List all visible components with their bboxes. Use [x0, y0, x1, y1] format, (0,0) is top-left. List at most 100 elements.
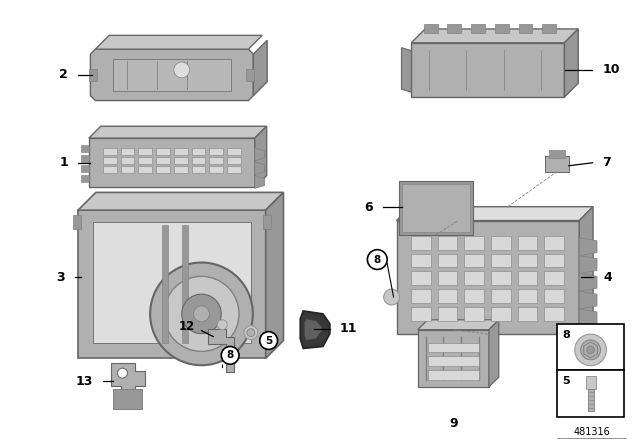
- Circle shape: [150, 263, 253, 365]
- Bar: [491, 271, 511, 285]
- Bar: [120, 157, 134, 164]
- Circle shape: [182, 294, 221, 334]
- Polygon shape: [579, 238, 597, 256]
- Bar: [491, 307, 511, 321]
- Bar: [518, 24, 532, 33]
- Bar: [174, 166, 188, 172]
- Bar: [227, 166, 241, 172]
- Circle shape: [193, 306, 209, 322]
- Circle shape: [367, 250, 387, 269]
- Bar: [557, 324, 624, 370]
- Text: 3: 3: [56, 271, 65, 284]
- Bar: [227, 148, 241, 155]
- Text: 5: 5: [265, 336, 272, 345]
- Bar: [227, 157, 241, 164]
- Text: 10: 10: [602, 64, 620, 77]
- Text: 5: 5: [562, 376, 570, 386]
- Bar: [438, 236, 457, 250]
- Text: 8: 8: [374, 254, 381, 265]
- Bar: [544, 254, 564, 267]
- Text: 7: 7: [602, 156, 611, 169]
- Bar: [120, 166, 134, 172]
- Polygon shape: [584, 342, 598, 358]
- Polygon shape: [304, 319, 322, 340]
- Text: 9: 9: [449, 417, 458, 430]
- Bar: [138, 148, 152, 155]
- Text: 8: 8: [227, 350, 234, 360]
- Bar: [491, 236, 511, 250]
- Polygon shape: [300, 311, 330, 349]
- Bar: [491, 289, 511, 303]
- Polygon shape: [579, 207, 593, 334]
- Polygon shape: [78, 210, 266, 358]
- Polygon shape: [209, 329, 234, 372]
- Bar: [73, 215, 81, 229]
- Polygon shape: [93, 222, 251, 344]
- Bar: [428, 370, 479, 380]
- Bar: [81, 175, 89, 181]
- Bar: [246, 69, 254, 81]
- Bar: [464, 271, 484, 285]
- Polygon shape: [111, 363, 145, 396]
- Bar: [586, 375, 596, 389]
- Polygon shape: [412, 43, 564, 97]
- Bar: [428, 343, 479, 353]
- Polygon shape: [579, 273, 597, 291]
- Bar: [81, 165, 89, 172]
- Bar: [438, 271, 457, 285]
- Circle shape: [218, 320, 227, 330]
- Polygon shape: [255, 126, 267, 187]
- Bar: [209, 148, 223, 155]
- Bar: [464, 254, 484, 267]
- Bar: [542, 24, 556, 33]
- Text: 6: 6: [365, 201, 373, 214]
- Bar: [545, 156, 569, 172]
- Circle shape: [244, 326, 258, 340]
- Bar: [162, 225, 168, 344]
- Bar: [156, 166, 170, 172]
- Circle shape: [580, 340, 600, 360]
- Bar: [464, 289, 484, 303]
- Bar: [103, 157, 116, 164]
- Polygon shape: [418, 330, 489, 387]
- Bar: [549, 150, 565, 158]
- Polygon shape: [579, 309, 597, 327]
- Bar: [464, 307, 484, 321]
- Bar: [209, 166, 223, 172]
- Bar: [518, 254, 537, 267]
- Circle shape: [384, 289, 399, 305]
- Bar: [447, 24, 461, 33]
- Text: 481316: 481316: [573, 427, 610, 437]
- Bar: [191, 157, 205, 164]
- Text: 12: 12: [179, 320, 195, 333]
- Polygon shape: [253, 40, 267, 95]
- Bar: [103, 166, 116, 172]
- Circle shape: [587, 346, 595, 354]
- Bar: [557, 370, 624, 417]
- Polygon shape: [255, 176, 265, 189]
- Polygon shape: [397, 207, 593, 220]
- Polygon shape: [266, 192, 284, 358]
- Polygon shape: [397, 220, 579, 334]
- Polygon shape: [113, 389, 142, 409]
- Circle shape: [118, 368, 127, 378]
- Bar: [518, 271, 537, 285]
- Bar: [174, 157, 188, 164]
- Bar: [174, 148, 188, 155]
- Polygon shape: [412, 29, 579, 43]
- Bar: [120, 148, 134, 155]
- Bar: [81, 155, 89, 162]
- Circle shape: [575, 334, 607, 366]
- Bar: [113, 59, 231, 90]
- Polygon shape: [579, 256, 597, 273]
- Bar: [438, 289, 457, 303]
- Polygon shape: [89, 138, 255, 187]
- Bar: [518, 236, 537, 250]
- Polygon shape: [255, 148, 265, 161]
- Bar: [518, 289, 537, 303]
- Text: 11: 11: [340, 322, 357, 335]
- Bar: [411, 236, 431, 250]
- Bar: [411, 289, 431, 303]
- Bar: [182, 225, 188, 344]
- Text: 13: 13: [76, 375, 93, 388]
